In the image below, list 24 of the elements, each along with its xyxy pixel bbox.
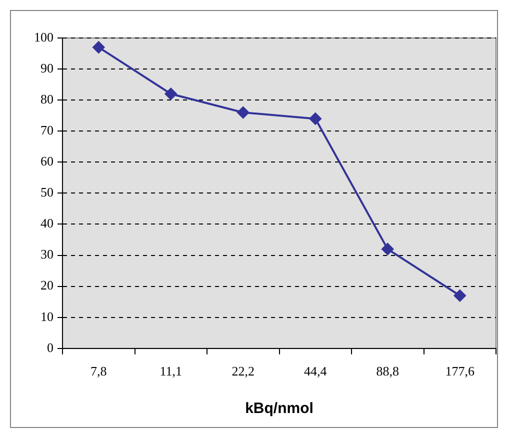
x-tick-label: 177,6 [445,364,475,379]
point [237,106,250,118]
x-tick-label: 7,8 [90,364,107,379]
x-tick-label: 22,2 [232,364,254,379]
x-axis-title: kBq/nmol [245,400,314,418]
y-tick-label: 50 [40,184,54,200]
y-tick-label: 30 [40,246,54,262]
y-tick-label: 100 [34,29,54,44]
y-tick-label: 40 [40,216,54,231]
y-tick-label: 70 [40,122,54,138]
y-tick-label: 10 [40,308,54,324]
y-tick-label: 0 [47,340,54,355]
y-tick-label: 90 [40,60,54,76]
point [164,88,177,100]
x-tick-label: 44,4 [304,364,328,379]
y-tick-label: 80 [40,92,54,106]
y-tick-label: 60 [40,154,54,169]
point [92,41,105,54]
x-tick-label: 11,1 [160,364,182,379]
point [309,112,322,125]
x-tick-label: 88,8 [376,364,399,379]
point [382,243,394,256]
point [454,290,466,302]
y-tick-label: 20 [40,278,54,293]
